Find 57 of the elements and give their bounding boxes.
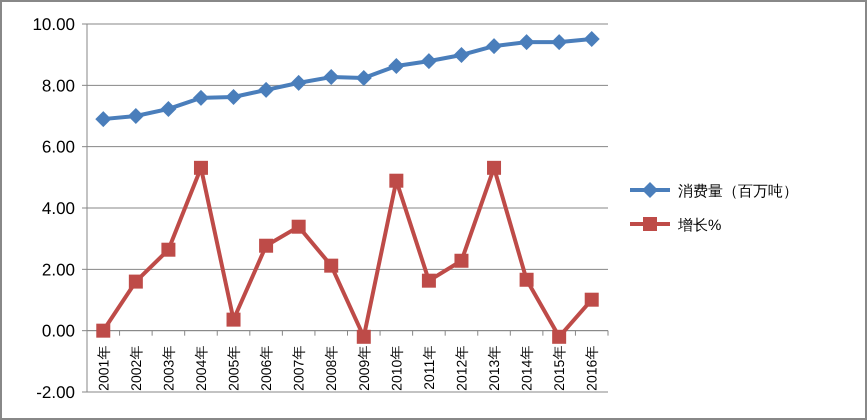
point <box>422 274 436 288</box>
x-tick-label: 2014年 <box>518 346 535 391</box>
x-tick-label: 2016年 <box>584 346 600 391</box>
x-tick-label: 2005年 <box>226 346 242 391</box>
y-tick-label: 8.00 <box>42 76 75 96</box>
point <box>518 34 535 50</box>
x-tick-label: 2004年 <box>192 346 209 391</box>
x-tick-label: 2007年 <box>290 346 307 391</box>
point <box>192 90 209 106</box>
point <box>323 69 340 86</box>
point <box>453 46 470 63</box>
point <box>520 272 534 287</box>
point <box>356 330 371 344</box>
y-tick-label: 6.00 <box>42 138 75 157</box>
point <box>161 242 176 257</box>
x-tick-label: 2006年 <box>258 346 274 391</box>
y-tick-label: 4.00 <box>42 199 75 218</box>
point <box>290 74 307 91</box>
point <box>487 160 502 175</box>
point <box>128 274 143 289</box>
y-tick-label: 10.00 <box>32 15 75 34</box>
x-tick-label: 2002年 <box>128 346 144 391</box>
point <box>454 254 468 268</box>
x-tick-label: 2010年 <box>388 346 404 391</box>
point <box>226 88 242 105</box>
point <box>486 38 502 54</box>
x-tick-label: 2013年 <box>486 346 502 391</box>
point <box>388 58 404 74</box>
point <box>551 34 568 50</box>
point <box>552 330 566 344</box>
y-tick-label: -2.00 <box>36 383 75 402</box>
point <box>128 108 144 124</box>
x-tick-label: 2008年 <box>323 346 340 391</box>
point <box>389 174 404 188</box>
x-tick-label: 2001年 <box>95 346 112 391</box>
point <box>258 82 274 98</box>
point <box>356 70 372 86</box>
y-tick-label: 2.00 <box>42 260 75 280</box>
legend-label: 增长% <box>677 217 722 234</box>
point <box>226 312 241 327</box>
y-tick-label: 0.00 <box>42 322 75 341</box>
x-tick-label: 2009年 <box>356 346 372 391</box>
x-tick-label: 2003年 <box>160 346 176 391</box>
x-tick-label: 2015年 <box>551 346 568 391</box>
point <box>95 111 112 128</box>
x-tick-label: 2011年 <box>420 346 437 390</box>
point <box>584 31 600 48</box>
point <box>259 238 274 253</box>
point <box>324 258 338 273</box>
point <box>292 220 306 234</box>
point <box>584 292 599 307</box>
point <box>160 100 176 117</box>
legend-label: 消费量（百万吨） <box>678 183 798 200</box>
x-tick-label: 2012年 <box>453 346 470 391</box>
point <box>194 160 208 175</box>
point <box>96 324 110 338</box>
point <box>420 53 437 70</box>
